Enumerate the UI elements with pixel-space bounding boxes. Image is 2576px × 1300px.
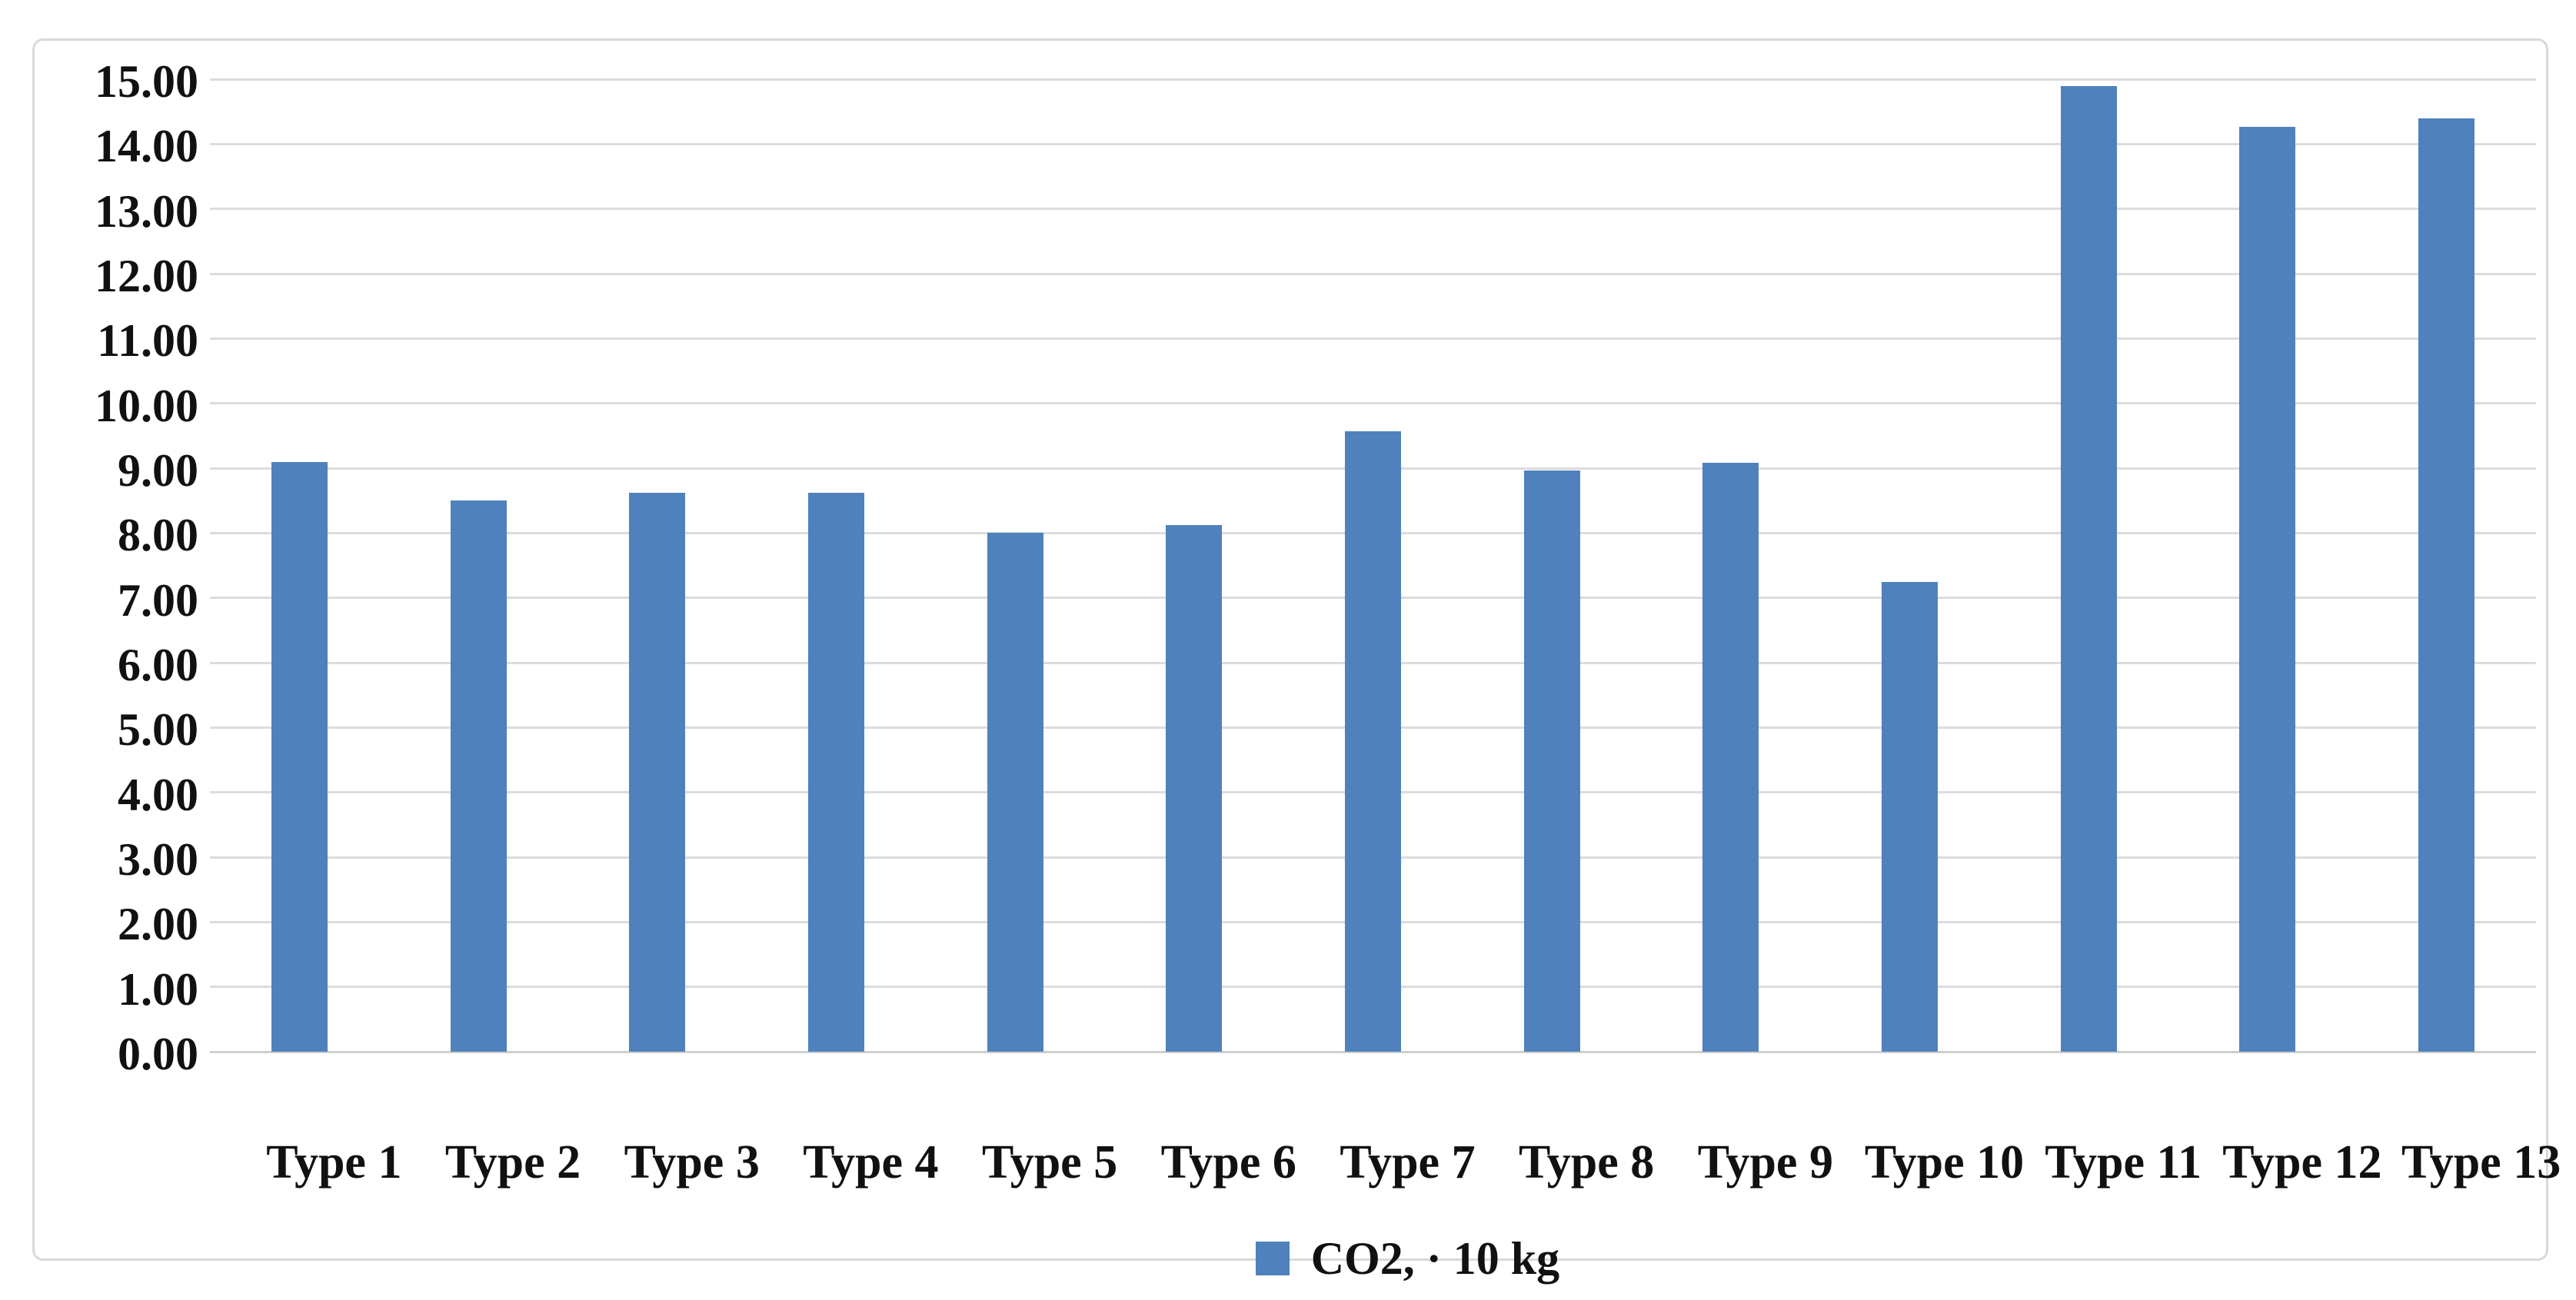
x-category-label: Type 6 bbox=[1160, 1136, 1296, 1189]
bar bbox=[2418, 118, 2475, 1052]
y-tick-label: 5.00 bbox=[118, 704, 198, 756]
x-category-label: Type 12 bbox=[2222, 1136, 2382, 1189]
y-tick-label: 9.00 bbox=[118, 445, 198, 496]
y-tick-label: 4.00 bbox=[118, 769, 198, 820]
gridline bbox=[210, 208, 2536, 211]
x-category-label: Type 1 bbox=[266, 1136, 402, 1189]
x-category-label: Type 9 bbox=[1697, 1136, 1833, 1189]
y-tick-label: 11.00 bbox=[97, 315, 198, 367]
bar bbox=[807, 493, 864, 1052]
bar bbox=[629, 493, 686, 1052]
gridline bbox=[210, 402, 2536, 405]
y-tick-label: 15.00 bbox=[95, 56, 198, 107]
y-tick-label: 3.00 bbox=[118, 834, 198, 885]
y-tick-label: 1.00 bbox=[118, 963, 198, 1015]
plot-area bbox=[210, 78, 2536, 1053]
bar bbox=[1702, 463, 1759, 1052]
bar bbox=[1345, 431, 1401, 1052]
bar bbox=[1166, 525, 1223, 1052]
y-tick-label: 10.00 bbox=[95, 380, 198, 431]
bar bbox=[271, 461, 328, 1052]
gridline bbox=[210, 272, 2536, 275]
bar bbox=[2239, 126, 2296, 1052]
bar bbox=[2060, 86, 2117, 1052]
y-tick-label: 0.00 bbox=[118, 1029, 198, 1079]
gridline bbox=[210, 142, 2536, 145]
y-tick-label: 7.00 bbox=[118, 574, 198, 626]
bar bbox=[450, 500, 507, 1052]
x-category-label: Type 3 bbox=[624, 1136, 760, 1189]
y-tick-label: 6.00 bbox=[118, 640, 198, 690]
legend: CO2, · 10 kg bbox=[245, 1234, 2571, 1283]
bar bbox=[1882, 582, 1939, 1052]
gridline bbox=[210, 78, 2536, 81]
x-category-label: Type 4 bbox=[803, 1136, 939, 1189]
x-category-label: Type 2 bbox=[444, 1136, 581, 1189]
x-category-label: Type 13 bbox=[2401, 1136, 2561, 1189]
gridline bbox=[210, 337, 2536, 340]
bar bbox=[987, 533, 1043, 1052]
x-category-label: Type 7 bbox=[1340, 1136, 1476, 1189]
x-axis-line bbox=[210, 1050, 2536, 1053]
x-axis-category-labels: Type 1 Type 2 Type 3 Type 4 Type 5 Type 6 Type… bbox=[245, 1133, 2571, 1192]
y-tick-label: 2.00 bbox=[118, 899, 198, 950]
x-category-label: Type 11 bbox=[2045, 1136, 2202, 1189]
y-tick-label: 12.00 bbox=[95, 251, 198, 301]
x-category-label: Type 8 bbox=[1519, 1136, 1655, 1189]
y-tick-label: 8.00 bbox=[118, 510, 198, 561]
legend-marker-icon bbox=[1255, 1242, 1290, 1275]
y-tick-label: 14.00 bbox=[95, 121, 198, 172]
bar bbox=[1523, 470, 1580, 1052]
legend-label: CO2, · 10 kg bbox=[1310, 1233, 1560, 1284]
x-category-label: Type 10 bbox=[1864, 1136, 2025, 1189]
y-tick-label: 13.00 bbox=[95, 185, 198, 237]
x-category-label: Type 5 bbox=[981, 1136, 1118, 1189]
